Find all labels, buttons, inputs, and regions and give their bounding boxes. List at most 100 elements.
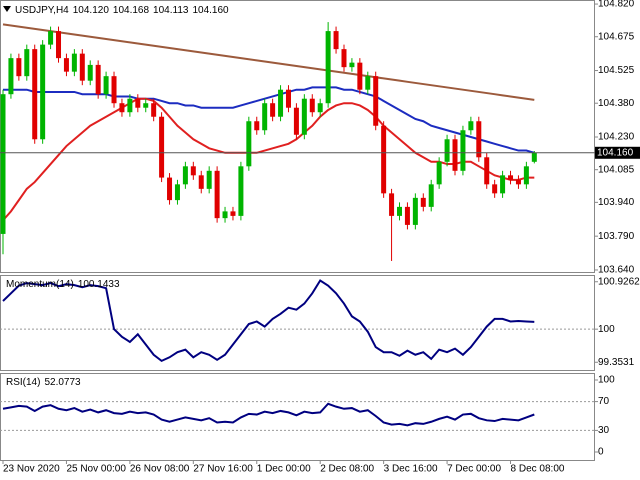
candle-body	[444, 139, 450, 162]
x-tick-label: 26 Nov 08:00	[130, 464, 190, 475]
y-tick-label: 104.675	[598, 31, 635, 42]
x-tick-label: 7 Dec 00:00	[447, 464, 501, 475]
candle-body	[515, 179, 521, 185]
x-tick-label: 1 Dec 00:00	[257, 464, 311, 475]
candle-body	[127, 98, 133, 113]
candle-body	[143, 103, 149, 108]
candle-body	[293, 107, 299, 135]
x-tick-label: 25 Nov 00:00	[66, 464, 126, 475]
candle-body	[8, 58, 14, 95]
rsi-panel	[0, 373, 595, 461]
symbol: USDJPY,H4	[15, 5, 69, 16]
x-tick-label: 23 Nov 2020	[3, 464, 60, 475]
moving-average	[2, 97, 535, 222]
candle-body	[198, 175, 204, 189]
candle-body	[285, 89, 291, 108]
candle-body	[476, 121, 482, 158]
indicator-line	[2, 402, 535, 427]
chart-header: USDJPY,H4 104.120 104.168 104.113 104.160	[15, 5, 229, 16]
x-tick-label: 27 Nov 16:00	[193, 464, 253, 475]
candle-body	[500, 175, 506, 194]
candle-body	[111, 76, 117, 104]
y-tick-label: 104.820	[598, 0, 635, 10]
candle-body	[468, 121, 474, 131]
y-tick-label: 99.3531	[598, 357, 635, 368]
candle-body	[0, 94, 6, 234]
candle-body	[381, 125, 387, 194]
candle-body	[32, 49, 38, 140]
main-panel	[0, 0, 595, 273]
candle-body	[40, 44, 46, 140]
moving-average	[3, 86, 535, 154]
header-price: 104.160	[192, 5, 229, 16]
last-price-box	[595, 146, 640, 159]
candle-body	[389, 193, 395, 216]
indicator-value: 52.0773	[44, 377, 81, 388]
momentum-panel	[0, 275, 595, 371]
candle-body	[24, 49, 30, 77]
candle-body	[16, 58, 22, 77]
candle-body	[87, 64, 93, 81]
candle-body	[48, 31, 54, 45]
candle-body	[420, 197, 426, 207]
header-price: 104.120	[73, 5, 110, 16]
candle-body	[412, 197, 418, 225]
candle-body	[63, 58, 69, 72]
header-price: 104.168	[113, 5, 150, 16]
candle-body	[436, 161, 442, 185]
candle-body	[71, 53, 77, 72]
candle-body	[301, 98, 307, 135]
y-tick-label: 103.640	[598, 265, 635, 276]
y-tick-label: 0	[598, 447, 604, 458]
candle-body	[531, 152, 537, 162]
candle-body	[262, 103, 268, 131]
candle-body	[460, 130, 466, 171]
candle-body	[270, 103, 276, 117]
y-tick-label: 104.525	[598, 65, 635, 76]
candle-body	[190, 166, 196, 176]
candle-body	[135, 98, 141, 108]
x-tick-label: 8 Dec 08:00	[511, 464, 565, 475]
y-tick-label: 104.380	[598, 98, 635, 109]
candle-body	[246, 121, 252, 167]
candle-body	[167, 177, 173, 201]
x-tick-label: 2 Dec 08:00	[320, 464, 374, 475]
candle-body	[333, 31, 339, 50]
candle-body	[523, 166, 529, 185]
candle-body	[484, 157, 490, 185]
candle-body	[174, 184, 180, 201]
candle-body	[56, 31, 62, 59]
y-tick-label: 100	[598, 375, 615, 386]
y-tick-label: 100.9262	[598, 276, 640, 287]
candle-body	[214, 170, 220, 219]
y-tick-label: 104.085	[598, 164, 635, 175]
candle-body	[206, 170, 212, 189]
y-tick-label: 30	[598, 425, 610, 436]
candle-body	[182, 166, 188, 185]
indicator-title: Momentum(14) 100.1433	[6, 279, 120, 290]
candle-body	[397, 206, 402, 216]
candle-body	[325, 31, 331, 104]
candle-body	[428, 184, 434, 207]
y-tick-label: 103.790	[598, 231, 635, 242]
indicator-name: Momentum(14)	[6, 279, 74, 290]
x-tick-label: 3 Dec 16:00	[384, 464, 438, 475]
candle-body	[151, 103, 157, 117]
candle-body	[254, 121, 260, 131]
candle-body	[309, 98, 315, 113]
candle-body	[357, 62, 363, 90]
candle-body	[508, 175, 514, 180]
header-price: 104.113	[153, 5, 189, 16]
candle-body	[349, 62, 355, 68]
candle-body	[373, 76, 379, 126]
indicator-title: RSI(14) 52.0773	[6, 377, 81, 388]
y-tick-label: 104.230	[598, 132, 635, 143]
candle-body	[103, 76, 109, 95]
candle-body	[492, 184, 498, 194]
candle-body	[452, 139, 458, 171]
moving-average	[2, 23, 535, 101]
indicator-name: RSI(14)	[6, 377, 40, 388]
y-tick-label: 70	[598, 396, 610, 407]
candle-body	[404, 206, 410, 225]
